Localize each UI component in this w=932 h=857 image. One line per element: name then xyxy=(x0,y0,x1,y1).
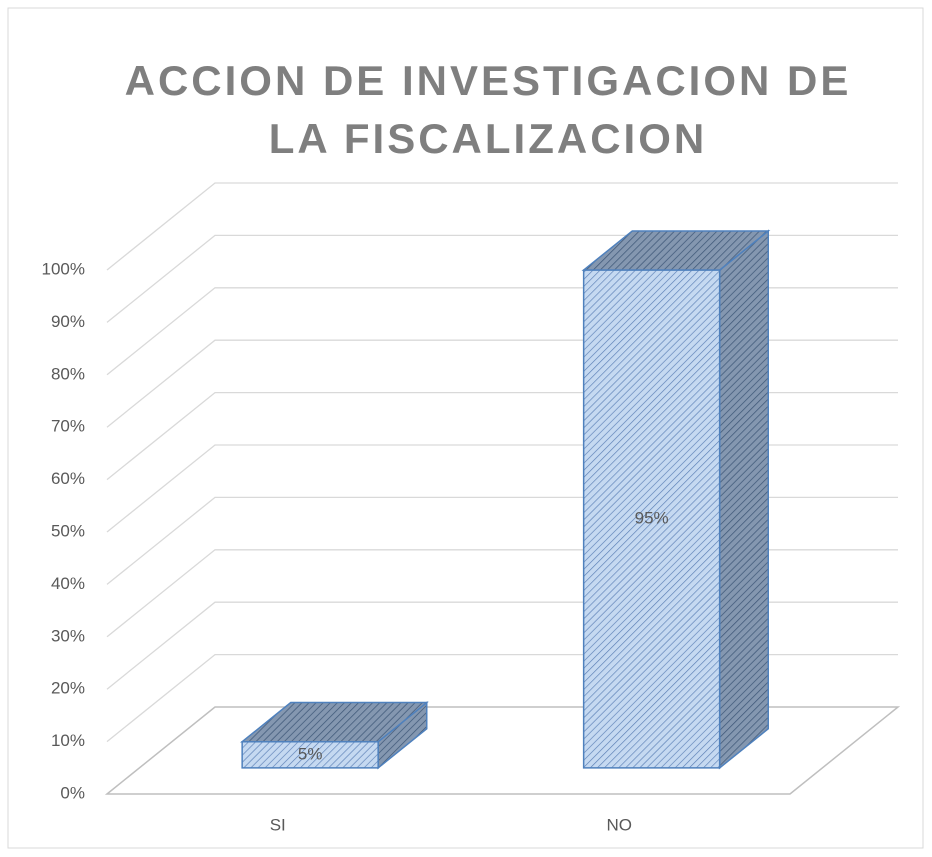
data-label: 5% xyxy=(298,744,323,763)
bar xyxy=(582,269,721,769)
bar-side xyxy=(718,229,769,770)
chart-title: LA FISCALIZACION xyxy=(269,115,707,162)
y-tick-label: 80% xyxy=(51,364,85,383)
bar xyxy=(241,740,379,769)
x-tick-label: SI xyxy=(270,815,286,834)
grid-line xyxy=(106,182,898,271)
y-tick-label: 90% xyxy=(51,312,85,331)
y-tick-label: 10% xyxy=(51,731,85,750)
y-tick-label: 40% xyxy=(51,574,85,593)
y-tick-label: 0% xyxy=(60,783,85,802)
chart-border xyxy=(7,7,924,849)
x-tick-label: NO xyxy=(607,815,633,834)
data-label: 95% xyxy=(635,508,669,527)
chart-title: ACCION DE INVESTIGACION DE xyxy=(125,57,852,104)
y-tick-label: 50% xyxy=(51,521,85,540)
y-tick-label: 70% xyxy=(51,417,85,436)
y-tick-label: 60% xyxy=(51,469,85,488)
y-tick-label: 100% xyxy=(42,259,85,278)
y-tick-label: 30% xyxy=(51,626,85,645)
y-tick-label: 20% xyxy=(51,679,85,698)
floor xyxy=(104,706,901,795)
